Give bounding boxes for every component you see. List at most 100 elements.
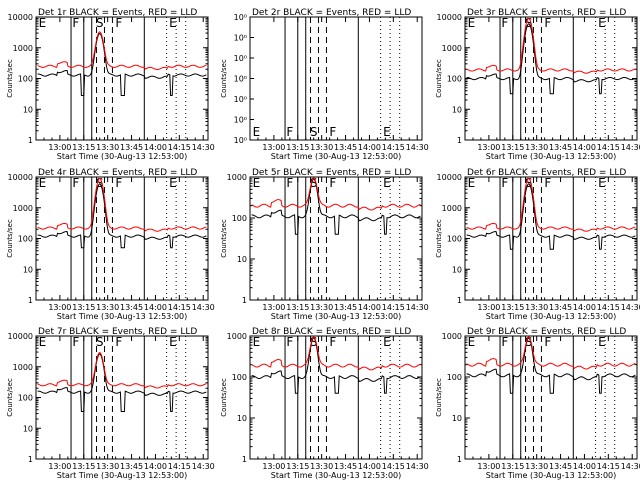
- y-axis-label: Counts/sec: [220, 378, 228, 417]
- segment-label: S: [310, 335, 318, 349]
- segment-label: E: [598, 176, 606, 190]
- x-tick-label: 13:30: [310, 143, 333, 152]
- x-tick-label: 13:15: [286, 143, 309, 152]
- segment-label: S: [96, 16, 104, 30]
- x-tick-label: 13:30: [96, 143, 119, 152]
- series-line-events: [251, 337, 421, 394]
- y-tick-label: 10⁰: [234, 136, 247, 145]
- x-tick-label: 13:15: [501, 143, 524, 152]
- segment-label: S: [310, 125, 318, 139]
- series-line-events: [37, 32, 207, 96]
- y-tick-label: 10000: [8, 332, 33, 341]
- segment-label: E: [598, 16, 606, 30]
- x-axis-label: Start Time (30-Aug-13 12:53:00): [271, 471, 402, 480]
- series-line-lld: [251, 177, 421, 211]
- segment-label: E: [39, 16, 47, 30]
- series-line-lld: [37, 31, 207, 70]
- x-axis-label: Start Time (30-Aug-13 12:53:00): [57, 152, 188, 161]
- y-tick-label: 1000: [442, 332, 462, 341]
- panel-det2: Det 2r BLACK = Events, RED = LLD 10⁰ 10⁰ 10…: [220, 8, 429, 161]
- x-tick-label: 13:45: [334, 462, 357, 471]
- x-tick-label: 13:45: [120, 303, 143, 312]
- y-tick-label: 10000: [8, 13, 33, 22]
- panel-title: Det 2r BLACK = Events, RED = LLD: [252, 8, 411, 18]
- series-line-lld: [37, 177, 207, 232]
- y-axis-label: Counts/sec: [6, 219, 14, 258]
- segment-label: E: [383, 125, 391, 139]
- x-tick-label: 14:15: [168, 303, 191, 312]
- x-tick-label: 14:15: [168, 143, 191, 152]
- segment-label: E: [383, 176, 391, 190]
- y-tick-label: 1: [28, 136, 33, 145]
- x-tick-label: 13:00: [48, 462, 71, 471]
- panel-det6: Det 6r BLACK = Events, RED = LLD 1 10 100 10…: [435, 168, 640, 321]
- segment-label: E: [169, 176, 177, 190]
- x-tick-label: 14:00: [144, 462, 167, 471]
- plot-frame: [464, 335, 638, 460]
- panel-title: Det 3r BLACK = Events, RED = LLD: [467, 8, 626, 18]
- x-tick-label: 13:00: [48, 303, 71, 312]
- plot-frame: [464, 176, 638, 301]
- x-tick-label: 13:30: [96, 462, 119, 471]
- segment-label: E: [598, 335, 606, 349]
- segment-label: S: [96, 335, 104, 349]
- segment-label: E: [383, 335, 391, 349]
- y-tick-label: 1: [242, 455, 247, 464]
- x-tick-label: 14:30: [406, 143, 429, 152]
- y-tick-label: 1: [457, 455, 462, 464]
- x-tick-label: 14:15: [597, 462, 620, 471]
- segment-label: F: [544, 335, 551, 349]
- segment-label: F: [329, 176, 336, 190]
- segment-label: F: [501, 176, 508, 190]
- panel-det7: Det 7r BLACK = Events, RED = LLD 1 10 100 10…: [6, 327, 215, 480]
- segment-label: E: [169, 335, 177, 349]
- segment-label: F: [544, 16, 551, 30]
- x-tick-label: 13:15: [72, 143, 95, 152]
- x-tick-label: 14:00: [144, 143, 167, 152]
- panel-det8: Det 8r BLACK = Events, RED = LLD 1 10 100 10…: [220, 327, 429, 480]
- x-tick-label: 13:45: [120, 462, 143, 471]
- plot-frame: [249, 16, 423, 141]
- y-tick-label: 100: [18, 75, 33, 84]
- plot-frame: [35, 16, 209, 141]
- y-axis-label: Counts/sec: [435, 59, 443, 98]
- x-tick-label: 13:00: [477, 303, 500, 312]
- x-tick-label: 13:45: [120, 143, 143, 152]
- y-tick-label: 1000: [227, 173, 247, 182]
- panel-det9: Det 9r BLACK = Events, RED = LLD 1 10 100 10…: [435, 327, 640, 480]
- panel-title: Det 1r BLACK = Events, RED = LLD: [38, 8, 197, 18]
- segment-label: S: [310, 176, 318, 190]
- x-tick-label: 13:15: [72, 462, 95, 471]
- y-axis-label: Counts/sec: [435, 219, 443, 258]
- series-line-lld: [466, 177, 636, 232]
- segment-label: F: [286, 335, 293, 349]
- y-tick-label: 1000: [227, 332, 247, 341]
- x-tick-label: 14:00: [144, 303, 167, 312]
- x-tick-label: 13:15: [72, 303, 95, 312]
- segment-label: F: [115, 176, 122, 190]
- y-tick-label: 10: [452, 105, 462, 114]
- series-line-events: [37, 183, 207, 249]
- panel-det1: Det 1r BLACK = Events, RED = LLD 1 10 100 10…: [6, 8, 215, 161]
- x-tick-label: 14:30: [406, 303, 429, 312]
- segment-label: F: [501, 16, 508, 30]
- y-tick-label: 10: [23, 265, 33, 274]
- y-tick-label: 10⁰: [234, 54, 247, 63]
- x-tick-label: 13:00: [48, 143, 71, 152]
- x-tick-label: 14:30: [621, 143, 640, 152]
- x-tick-label: 13:15: [501, 303, 524, 312]
- y-tick-label: 100: [447, 373, 462, 382]
- segment-label: E: [468, 335, 476, 349]
- x-axis-label: Start Time (30-Aug-13 12:53:00): [57, 471, 188, 480]
- x-tick-label: 14:15: [597, 303, 620, 312]
- x-tick-label: 13:30: [96, 303, 119, 312]
- x-axis-label: Start Time (30-Aug-13 12:53:00): [271, 152, 402, 161]
- series-line-lld: [466, 336, 636, 370]
- y-tick-label: 10000: [8, 173, 33, 182]
- x-tick-label: 14:00: [358, 303, 381, 312]
- segment-label: E: [253, 335, 261, 349]
- segment-label: F: [329, 125, 336, 139]
- y-tick-label: 1: [242, 296, 247, 305]
- x-tick-label: 14:15: [168, 462, 191, 471]
